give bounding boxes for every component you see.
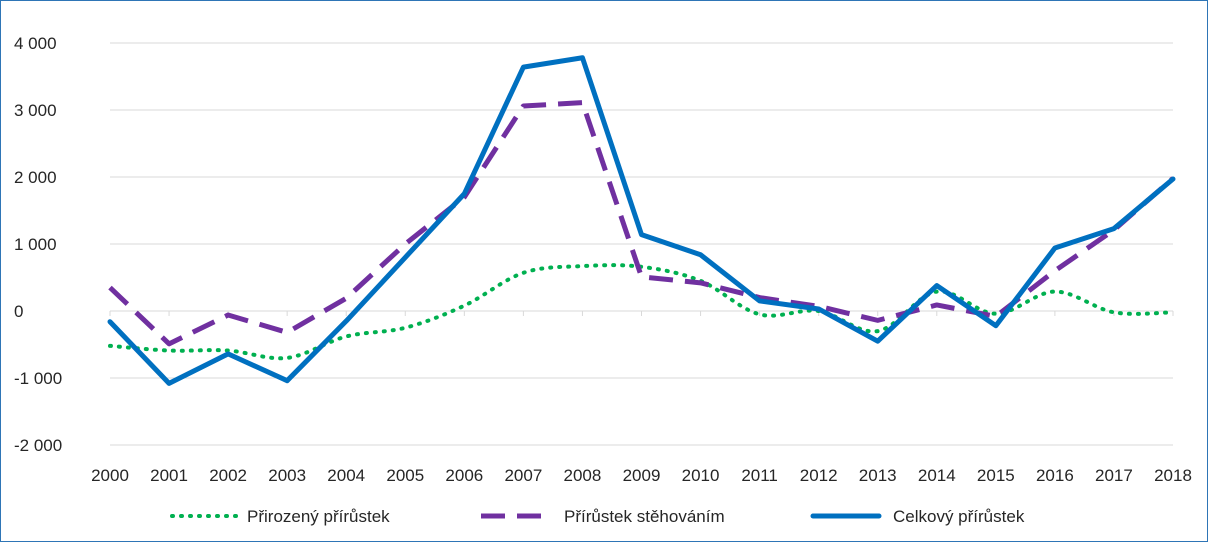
x-tick-label: 2002 bbox=[209, 466, 247, 485]
x-tick-label: 2015 bbox=[977, 466, 1015, 485]
series-line-3 bbox=[107, 55, 1176, 386]
x-tick-label: 2004 bbox=[327, 466, 365, 485]
x-tick-label: 2014 bbox=[918, 466, 956, 485]
x-tick-label: 2003 bbox=[268, 466, 306, 485]
legend: Přirozený přírůstek Přírůstek stěhováním C… bbox=[170, 507, 1025, 526]
legend-label-2: Přírůstek stěhováním bbox=[564, 507, 725, 526]
y-tick-label: 3 000 bbox=[14, 101, 57, 120]
x-tick-label: 2007 bbox=[504, 466, 542, 485]
y-tick-label: 4 000 bbox=[14, 34, 57, 53]
x-tick-labels: 2000 2001 2002 2003 2004 2005 2006 2007 2008 2009… bbox=[91, 466, 1192, 485]
x-tick-label: 2012 bbox=[800, 466, 838, 485]
x-tick-label: 2016 bbox=[1036, 466, 1074, 485]
x-tick-label: 2010 bbox=[682, 466, 720, 485]
x-tick-label: 2009 bbox=[623, 466, 661, 485]
y-tick-labels: -2 000 -1 000 0 1 000 2 000 3 000 4 000 bbox=[14, 34, 62, 455]
x-tick-label: 2005 bbox=[386, 466, 424, 485]
legend-label-1: Přirozený přírůstek bbox=[247, 507, 390, 526]
series-line-1 bbox=[108, 263, 1175, 361]
y-tick-label: -2 000 bbox=[14, 436, 62, 455]
x-tick-label: 2000 bbox=[91, 466, 129, 485]
x-tick-label: 2008 bbox=[564, 466, 602, 485]
x-tick-label: 2018 bbox=[1154, 466, 1192, 485]
y-tick-label: 1 000 bbox=[14, 235, 57, 254]
legend-label-3: Celkový přírůstek bbox=[893, 507, 1025, 526]
x-tick-label: 2011 bbox=[741, 466, 778, 485]
y-tick-label: 2 000 bbox=[14, 168, 57, 187]
y-tick-label: 0 bbox=[14, 302, 23, 321]
series-lines bbox=[107, 55, 1176, 386]
y-tick-label: -1 000 bbox=[14, 369, 62, 388]
x-tick-label: 2013 bbox=[859, 466, 897, 485]
x-tick-label: 2006 bbox=[445, 466, 483, 485]
series-line-2 bbox=[108, 100, 1175, 347]
x-tick-label: 2017 bbox=[1095, 466, 1133, 485]
x-tick-label: 2001 bbox=[150, 466, 188, 485]
grid-lines bbox=[109, 42, 1174, 446]
